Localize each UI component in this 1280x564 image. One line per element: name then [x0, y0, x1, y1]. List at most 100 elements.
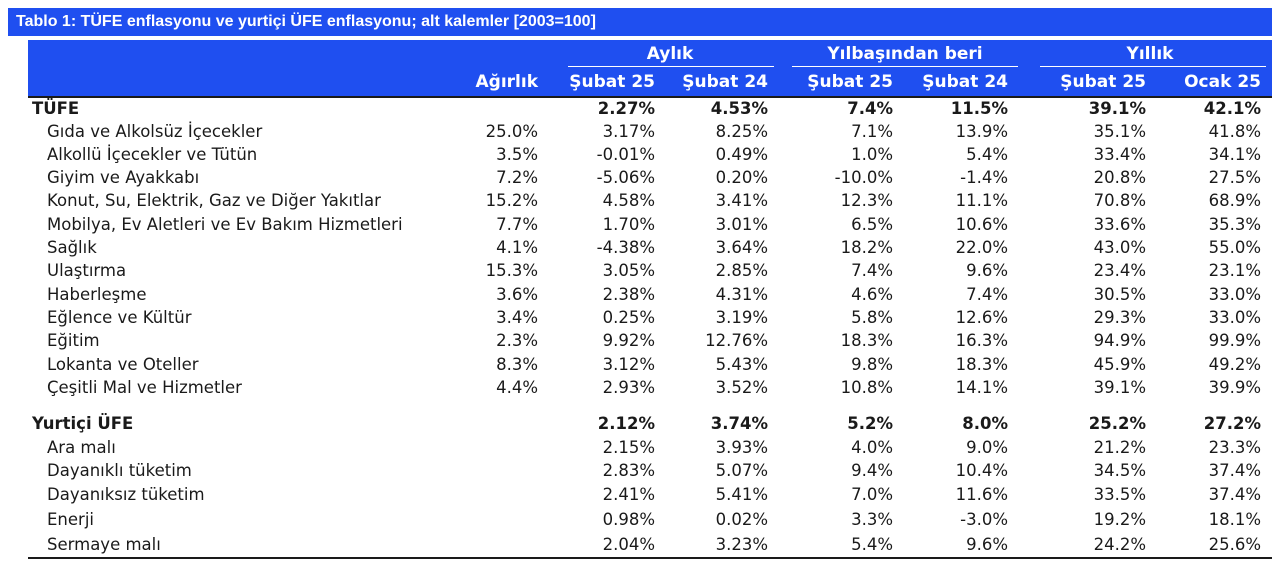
cell-c1: 2.41%: [602, 485, 655, 504]
cell-c5: 19.2%: [1093, 510, 1146, 529]
column-header-ytd-subat24: Şubat 24: [922, 72, 1008, 92]
row-label: Dayanıksız tüketim: [47, 485, 205, 504]
cell-c1: 4.58%: [602, 191, 655, 210]
table-row: Mobilya, Ev Aletleri ve Ev Bakım Hizmetl…: [28, 213, 1272, 236]
cell-c6: 99.9%: [1208, 331, 1261, 350]
cell-c5: 20.8%: [1093, 168, 1146, 187]
row-label: Dayanıklı tüketim: [47, 461, 192, 480]
cell-w: 8.3%: [496, 355, 538, 374]
cell-c6: 23.1%: [1208, 261, 1261, 280]
column-header-aylik-subat24: Şubat 24: [682, 72, 768, 92]
table-title: Tablo 1: TÜFE enflasyonu ve yurtiçi ÜFE …: [8, 8, 1272, 36]
cell-c2: 3.52%: [715, 378, 768, 397]
cell-c1: 2.38%: [602, 285, 655, 304]
cell-c5: 33.4%: [1093, 145, 1146, 164]
table-row: Çeşitli Mal ve Hizmetler 4.4% 2.93% 3.52% 10…: [28, 376, 1272, 399]
cell-c2: 3.23%: [715, 535, 768, 554]
cell-c6: 35.3%: [1208, 215, 1261, 234]
cell-c1: 3.17%: [602, 122, 655, 141]
cell-c2: 4.53%: [710, 99, 768, 118]
cell-c4: 9.6%: [966, 261, 1008, 280]
cell-c5: 33.6%: [1093, 215, 1146, 234]
cell-c2: 3.74%: [710, 414, 768, 433]
cell-c3: 4.6%: [851, 285, 893, 304]
cell-c5: 45.9%: [1093, 355, 1146, 374]
cell-c2: 2.85%: [715, 261, 768, 280]
cell-c1: 3.05%: [602, 261, 655, 280]
cell-c4: 14.1%: [955, 378, 1008, 397]
cell-c2: 3.93%: [715, 438, 768, 457]
table-row: Alkollü İçecekler ve Tütün 3.5% -0.01% 0.49…: [28, 143, 1272, 166]
cell-w: 4.4%: [496, 378, 538, 397]
cell-c2: 0.49%: [715, 145, 768, 164]
cell-c2: 3.19%: [715, 308, 768, 327]
cell-c4: 16.3%: [955, 331, 1008, 350]
cell-w: 15.3%: [485, 261, 538, 280]
cell-c6: 34.1%: [1208, 145, 1261, 164]
group-header-ytd: Yılbaşından beri: [827, 44, 983, 64]
cell-c4: -3.0%: [960, 510, 1008, 529]
cell-c5: 39.1%: [1093, 378, 1146, 397]
cell-w: [440, 533, 538, 556]
cell-c4: 7.4%: [966, 285, 1008, 304]
cell-c6: 39.9%: [1208, 378, 1261, 397]
cell-c1: 3.12%: [602, 355, 655, 374]
cell-c4: -1.4%: [960, 168, 1008, 187]
cell-c5: 29.3%: [1093, 308, 1146, 327]
cell-c5: 39.1%: [1088, 99, 1146, 118]
cell-c1: 2.12%: [597, 414, 655, 433]
cell-c4: 18.3%: [955, 355, 1008, 374]
cell-c3: 5.8%: [851, 308, 893, 327]
cell-c4: 22.0%: [955, 238, 1008, 257]
cell-w: [440, 412, 538, 435]
group-underline-yillik: [1040, 66, 1266, 67]
cell-c1: 2.04%: [602, 535, 655, 554]
cell-c5: 43.0%: [1093, 238, 1146, 257]
cell-c3: 7.1%: [851, 122, 893, 141]
row-label: TÜFE: [32, 99, 80, 118]
table-row: Eğitim 2.3% 9.92% 12.76% 18.3% 16.3% 94.9% 99.9…: [28, 329, 1272, 352]
cell-c5: 25.2%: [1088, 414, 1146, 433]
row-label: Ara malı: [47, 438, 116, 457]
cell-c6: 27.2%: [1203, 414, 1261, 433]
cell-c6: 27.5%: [1208, 168, 1261, 187]
table-row: Yurtiçi ÜFE 2.12% 3.74% 5.2% 8.0% 25.2% 27.2%: [28, 412, 1272, 435]
cell-w: [440, 459, 538, 482]
cell-c1: 2.93%: [602, 378, 655, 397]
table-row: Lokanta ve Oteller 8.3% 3.12% 5.43% 9.8% 18.3…: [28, 353, 1272, 376]
row-label: Sermaye malı: [47, 535, 161, 554]
cell-c6: 41.8%: [1208, 122, 1261, 141]
cell-c3: 9.4%: [851, 461, 893, 480]
cell-w: 4.1%: [496, 238, 538, 257]
table-row: Ulaştırma 15.3% 3.05% 2.85% 7.4% 9.6% 23.4% 23.…: [28, 259, 1272, 282]
cell-c1: -5.06%: [596, 168, 655, 187]
cell-c2: 3.41%: [715, 191, 768, 210]
table-row: Dayanıksız tüketim 2.41% 5.41% 7.0% 11.6% 33.…: [28, 483, 1272, 506]
bottom-rule: [28, 557, 1272, 559]
cell-c2: 5.43%: [715, 355, 768, 374]
cell-c3: 4.0%: [851, 438, 893, 457]
table-row: Konut, Su, Elektrik, Gaz ve Diğer Yakıtl…: [28, 189, 1272, 212]
row-label: Alkollü İçecekler ve Tütün: [47, 145, 258, 164]
cell-c4: 10.4%: [955, 461, 1008, 480]
cell-c2: 3.01%: [715, 215, 768, 234]
cell-c2: 0.20%: [715, 168, 768, 187]
table-row: Gıda ve Alkolsüz İçecekler 25.0% 3.17% 8.25…: [28, 120, 1272, 143]
row-label: Konut, Su, Elektrik, Gaz ve Diğer Yakıtl…: [47, 191, 381, 210]
column-header-ytd-subat25: Şubat 25: [807, 72, 893, 92]
cell-w: 25.0%: [485, 122, 538, 141]
cell-c6: 18.1%: [1208, 510, 1261, 529]
cell-c3: 10.8%: [840, 378, 893, 397]
cell-c4: 5.4%: [966, 145, 1008, 164]
row-label: Ulaştırma: [47, 261, 127, 280]
column-header-yillik-subat25: Şubat 25: [1060, 72, 1146, 92]
cell-c4: 11.6%: [955, 485, 1008, 504]
cell-c6: 42.1%: [1203, 99, 1261, 118]
cell-c2: 4.31%: [715, 285, 768, 304]
cell-c1: 0.98%: [602, 510, 655, 529]
cell-c3: 9.8%: [851, 355, 893, 374]
cell-c4: 9.6%: [966, 535, 1008, 554]
cell-w: [440, 483, 538, 506]
cell-c5: 24.2%: [1093, 535, 1146, 554]
cell-c1: -0.01%: [596, 145, 655, 164]
